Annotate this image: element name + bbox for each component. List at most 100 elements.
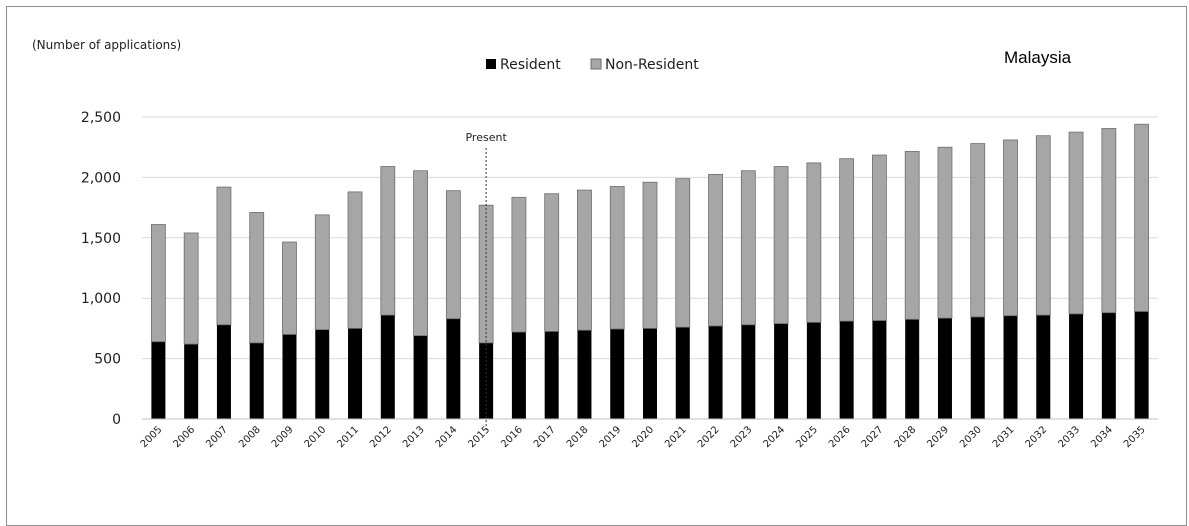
bar-resident-2026 — [839, 321, 854, 419]
y-tick-label: 500 — [94, 352, 121, 368]
bar-non-resident-2024 — [773, 166, 789, 324]
x-tick-label: 2027 — [860, 424, 886, 450]
bar-non-resident-2021 — [675, 178, 691, 328]
bar-non-resident-2006 — [183, 232, 199, 345]
bar-resident-2020 — [643, 328, 657, 419]
bar-non-resident-2008 — [249, 212, 265, 344]
bar-resident-2009 — [282, 334, 297, 419]
bar-non-resident-2016 — [511, 196, 527, 333]
bar-non-resident-2020 — [642, 181, 658, 329]
bar-resident-2006 — [184, 344, 199, 419]
legend-swatch-non-resident — [590, 58, 602, 70]
bar-resident-2033 — [1069, 313, 1084, 419]
legend: Resident Non-Resident — [486, 57, 699, 73]
bars — [150, 123, 1150, 419]
bar-non-resident-2028 — [904, 151, 920, 320]
present-annotation: Present — [465, 131, 507, 431]
x-tick-label: 2010 — [303, 424, 329, 450]
x-tick-label: 2009 — [270, 424, 296, 450]
bar-resident-2019 — [610, 329, 625, 419]
x-tick-label: 2023 — [729, 424, 755, 450]
x-tick-label: 2022 — [696, 424, 722, 450]
bar-resident-2018 — [577, 330, 592, 419]
bar-resident-2029 — [937, 318, 952, 419]
bar-non-resident-2010 — [314, 214, 330, 331]
bar-non-resident-2018 — [577, 189, 592, 331]
bar-non-resident-2025 — [806, 162, 822, 323]
bar-resident-2005 — [151, 341, 166, 419]
y-tick-label: 0 — [112, 412, 121, 428]
y-tick-label: 1,500 — [81, 231, 121, 247]
bar-non-resident-2035 — [1134, 123, 1150, 312]
bar-resident-2014 — [446, 318, 461, 419]
x-tick-label: 2019 — [598, 424, 624, 450]
bar-resident-2030 — [970, 316, 985, 419]
x-tick-label: 2029 — [925, 424, 951, 450]
x-tick-label: 2031 — [991, 424, 1017, 450]
bar-non-resident-2009 — [282, 241, 297, 335]
x-tick-label: 2026 — [827, 424, 853, 450]
bar-non-resident-2014 — [445, 190, 461, 320]
bar-resident-2022 — [708, 325, 723, 419]
y-tick-label: 2,500 — [81, 110, 121, 126]
x-tick-label: 2028 — [893, 424, 919, 450]
bar-resident-2013 — [413, 335, 428, 419]
x-tick-label: 2006 — [172, 424, 198, 450]
bar-resident-2017 — [544, 331, 559, 419]
x-tick-label: 2030 — [958, 424, 984, 450]
x-tick-label: 2007 — [204, 424, 230, 450]
bar-resident-2031 — [1003, 315, 1018, 419]
y-tick-label: 2,000 — [81, 170, 121, 186]
x-tick-label: 2035 — [1122, 424, 1148, 450]
present-label: Present — [465, 131, 507, 144]
bar-resident-2024 — [774, 323, 789, 419]
bar-non-resident-2019 — [609, 186, 625, 330]
y-tick-label: 1,000 — [81, 291, 121, 307]
x-tick-label: 2016 — [499, 424, 525, 450]
chart-title: Malaysia — [1004, 48, 1072, 67]
bar-resident-2016 — [511, 332, 526, 419]
bar-resident-2012 — [380, 315, 395, 419]
bar-resident-2027 — [872, 320, 887, 419]
bar-non-resident-2023 — [740, 170, 756, 326]
x-tick-label: 2013 — [401, 424, 427, 450]
bar-non-resident-2027 — [872, 154, 887, 321]
bar-resident-2010 — [315, 329, 330, 419]
bar-non-resident-2034 — [1101, 128, 1117, 314]
bar-resident-2021 — [675, 327, 690, 419]
bar-non-resident-2032 — [1035, 135, 1051, 316]
x-tick-label: 2017 — [532, 424, 558, 450]
x-tick-label: 2012 — [368, 424, 394, 450]
bar-resident-2032 — [1036, 315, 1051, 419]
bar-non-resident-2033 — [1068, 131, 1084, 315]
bar-resident-2008 — [249, 342, 264, 419]
legend-label-non-resident: Non-Resident — [605, 57, 699, 73]
legend-label-resident: Resident — [500, 57, 561, 73]
x-tick-label: 2008 — [237, 424, 263, 450]
bar-resident-2023 — [741, 324, 756, 419]
x-tick-label: 2021 — [663, 424, 689, 450]
x-tick-label: 2024 — [761, 424, 787, 450]
x-tick-label: 2033 — [1056, 424, 1082, 450]
chart-canvas: 0 500 1,000 1,500 2,000 2,500 2005 2006 2007 2008… — [32, 38, 1158, 450]
x-tick-label: 2020 — [630, 424, 656, 450]
x-tick-label: 2005 — [139, 424, 165, 450]
bar-non-resident-2026 — [839, 158, 855, 322]
y-axis-unit-label: (Number of applications) — [32, 38, 181, 52]
bar-non-resident-2007 — [216, 186, 232, 326]
x-tick-label: 2034 — [1089, 424, 1115, 450]
bar-non-resident-2030 — [970, 143, 986, 318]
x-tick-label: 2015 — [466, 424, 492, 450]
bar-resident-2034 — [1101, 312, 1116, 419]
x-tick-label: 2032 — [1024, 424, 1050, 450]
legend-swatch-resident — [486, 59, 496, 69]
bar-resident-2025 — [806, 322, 821, 419]
bar-non-resident-2022 — [708, 173, 723, 327]
bar-non-resident-2029 — [937, 146, 953, 319]
bar-non-resident-2012 — [380, 166, 396, 316]
x-tick-label: 2025 — [794, 424, 820, 450]
bar-resident-2011 — [348, 328, 363, 419]
bar-resident-2035 — [1134, 311, 1149, 419]
bar-resident-2007 — [216, 324, 231, 419]
bar-resident-2028 — [905, 319, 920, 419]
